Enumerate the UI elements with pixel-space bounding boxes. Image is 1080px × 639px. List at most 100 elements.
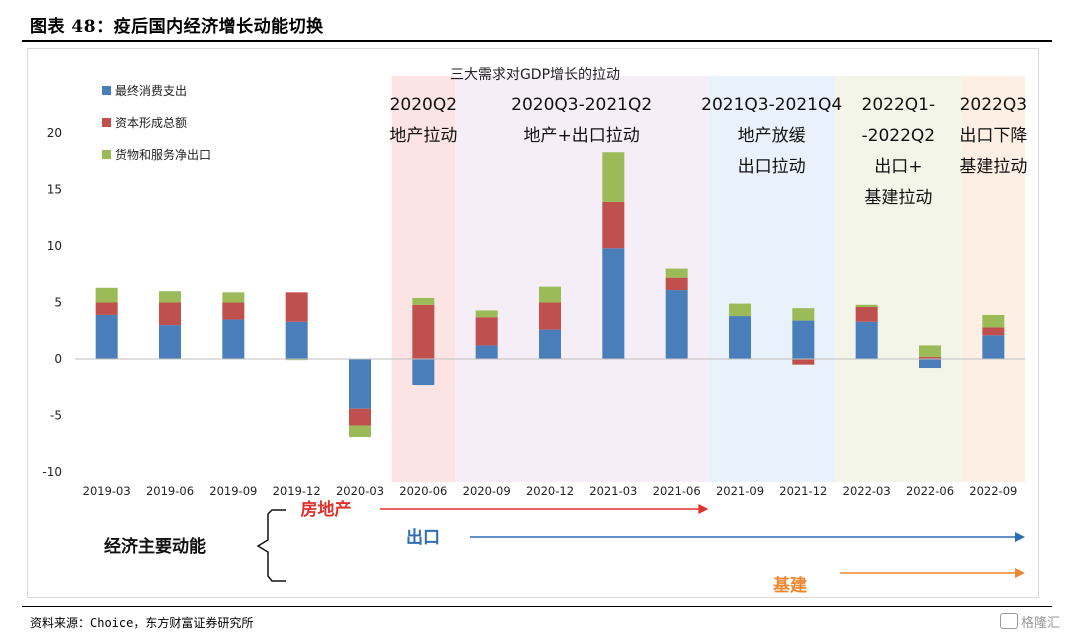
bar-2020-12-s3 [539,286,561,303]
chart-frame [27,48,1039,598]
bar-2019-12-s3 [285,359,308,361]
bar-2020-09-s3 [475,310,498,318]
y-tick-label: -5 [50,409,62,423]
bar-2020-03-s1 [349,359,371,409]
phase-label-3: 地产放缓 [738,126,806,146]
drivers-brace [256,509,286,582]
bar-2019-06-s3 [159,291,181,303]
bar-2021-09-s1 [729,316,751,359]
bar-2019-12-s1 [285,321,308,359]
bar-2022-09-s1 [982,335,1005,359]
x-tick-label: 2020-12 [526,484,574,498]
driver-arrowhead-3 [1015,568,1025,578]
bar-2019-03-s3 [95,287,118,303]
bar-2020-12-s1 [539,329,561,359]
bar-2022-09-s2 [982,327,1005,336]
legend-swatch-3 [102,150,111,159]
x-tick-label: 2021-09 [716,484,764,498]
phase-label-5: 2022Q3 [960,95,1027,115]
bar-2020-12-s2 [539,302,561,330]
driver-arrowhead-1 [698,504,709,514]
x-tick-label: 2021-03 [589,484,637,498]
bar-2020-09-s2 [475,317,498,346]
x-tick-label: 2022-09 [969,484,1017,498]
phase-label-3: 出口拉动 [738,157,806,177]
x-tick-label: 2019-09 [209,484,257,498]
phase-band-3 [708,76,835,482]
phase-label-3: 2021Q3-2021Q4 [701,95,842,115]
bar-2021-09-s3 [729,303,751,317]
legend-label-1: 最终消费支出 [115,83,187,98]
bar-2022-03-s1 [855,321,878,359]
x-tick-label: 2022-06 [906,484,954,498]
phase-label-4: 出口+ [874,157,922,177]
bar-2022-06-s3 [919,345,941,357]
legend-swatch-2 [102,118,111,127]
bar-2022-09-s3 [982,314,1005,328]
bar-2020-06-s2 [412,304,435,359]
phase-label-1: 2020Q2 [390,95,457,115]
x-tick-label: 2019-06 [146,484,194,498]
bar-2021-03-s2 [602,201,625,249]
x-tick-label: 2020-09 [463,484,511,498]
legend-swatch-1 [102,86,111,95]
watermark-text: 格隆汇 [1021,616,1061,631]
bar-2022-03-s2 [855,307,878,322]
y-tick-label: 5 [54,296,62,310]
drivers-label: 经济主要动能 [104,536,206,557]
x-tick-label: 2020-03 [336,484,384,498]
bar-2021-03-s3 [602,152,625,202]
y-tick-label: 0 [54,352,62,366]
legend-label-3: 货物和服务净出口 [115,147,211,162]
phase-label-5: 基建拉动 [959,157,1027,177]
bar-2019-03-s1 [95,314,118,359]
x-tick-label: 2019-03 [83,484,131,498]
y-tick-label: 10 [47,239,62,253]
bar-2022-06-s2 [919,356,941,359]
x-tick-label: 2021-12 [779,484,827,498]
y-tick-label: -10 [42,465,62,479]
bar-2022-06-s1 [919,359,941,369]
phase-label-4: 基建拉动 [864,188,932,208]
phase-label-2: 地产+出口拉动 [524,126,640,146]
footer-divider [22,606,1052,607]
bar-2021-03-s1 [602,248,625,359]
phase-label-2: 2020Q3-2021Q2 [511,95,652,115]
bar-2020-03-s2 [349,408,371,426]
driver-label-1: 房地产 [301,499,352,520]
x-tick-label: 2021-06 [653,484,701,498]
bar-2019-09-s1 [222,319,245,359]
driver-label-3: 基建 [772,575,807,596]
chart-title: 三大需求对GDP增长的拉动 [450,67,620,83]
bar-2021-12-s3 [792,308,815,321]
bar-2021-06-s3 [665,268,688,278]
driver-arrowhead-2 [1015,532,1025,542]
bar-2021-06-s2 [665,277,688,291]
bar-2019-09-s2 [222,302,245,320]
x-tick-label: 2022-03 [843,484,891,498]
phase-band-5 [961,76,1025,482]
legend-label-2: 资本形成总额 [115,116,187,130]
bar-2022-03-s3 [855,304,878,308]
bar-2020-09-s1 [475,345,498,359]
x-tick-label: 2019-12 [273,484,321,498]
phase-label-5: 出口下降 [959,126,1027,146]
watermark: 格隆汇 [1000,612,1060,631]
bar-2020-03-s3 [349,425,371,437]
bar-2019-12-s2 [285,292,308,322]
driver-label-2: 出口 [406,527,440,548]
bar-2019-09-s3 [222,292,245,303]
source-note: 资料来源：Choice，东方财富证券研究所 [30,616,254,630]
bar-2021-06-s1 [665,290,688,359]
bar-2021-12-s2 [792,359,815,365]
watermark-logo-icon [1000,613,1018,629]
bar-2020-06-s1 [412,359,435,385]
bar-2021-12-s1 [792,320,815,359]
x-tick-label: 2020-06 [399,484,447,498]
phase-label-1: 地产拉动 [389,126,457,146]
phase-band-1 [391,76,455,482]
y-tick-label: 20 [47,126,62,140]
phase-label-4: -2022Q2 [862,126,936,146]
bar-2019-03-s2 [95,302,118,315]
phase-label-4: 2022Q1- [862,95,936,115]
